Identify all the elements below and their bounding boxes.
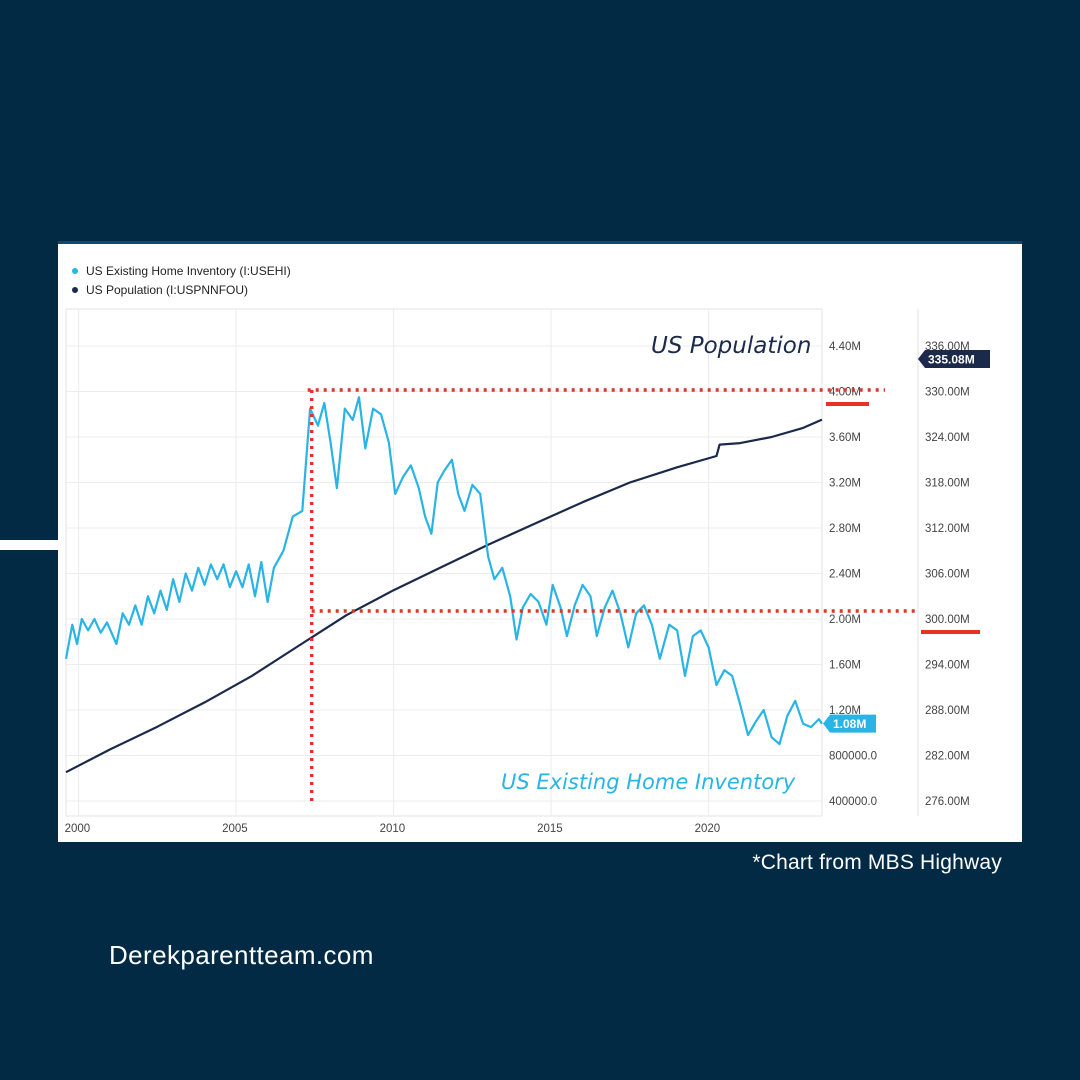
legend-label-inventory: US Existing Home Inventory (I:USEHI): [86, 263, 291, 278]
population-last-value-flag: [918, 350, 990, 368]
inventory-last-value-flag: [823, 714, 876, 733]
left-axis-tick-label: 3.60M: [829, 432, 861, 444]
website-url: Derekparentteam.com: [109, 940, 374, 970]
chart-card: US Existing Home Inventory (I:USEHI) US …: [58, 241, 1022, 842]
chart-plot: 4.40M4.00M3.60M3.20M2.80M2.40M2.00M1.60M…: [64, 308, 990, 835]
right-axis-tick-label: 282.00M: [925, 751, 970, 763]
right-axis-tick-label: 276.00M: [925, 796, 970, 808]
right-axis-tick-label: 318.00M: [925, 478, 970, 490]
x-axis-tick-label: 2005: [222, 823, 248, 835]
right-axis-tick-label: 300.00M: [925, 614, 970, 626]
inventory-annotation: US Existing Home Inventory: [501, 770, 796, 794]
legend-dot-population: [72, 286, 78, 293]
inventory-last-value-label: 1.08M: [833, 717, 866, 731]
left-axis-tick-label: 3.20M: [829, 478, 861, 490]
left-axis-tick-label: 2.40M: [829, 569, 861, 581]
right-axis-tick-label: 324.00M: [925, 432, 970, 444]
legend-item-population: US Population (I:USPNNFOU): [72, 280, 291, 299]
left-axis-tick-label: 400000.0: [829, 796, 877, 808]
left-axis-tick-label: 2.00M: [829, 614, 861, 626]
plot-border: [65, 308, 823, 817]
legend-item-inventory: US Existing Home Inventory (I:USEHI): [72, 261, 291, 280]
right-axis-tick-label: 288.00M: [925, 705, 970, 717]
legend-label-population: US Population (I:USPNNFOU): [86, 282, 249, 297]
inventory-series-line: [64, 396, 823, 746]
left-axis-tick-label: 1.60M: [829, 660, 861, 672]
population-annotation: US Population: [651, 333, 811, 359]
chart-legend: US Existing Home Inventory (I:USEHI) US …: [72, 261, 291, 299]
x-axis-tick-label: 2010: [380, 823, 406, 835]
population-last-value-label: 335.08M: [928, 353, 975, 367]
right-axis-tick-label: 306.00M: [925, 569, 970, 581]
right-axis-tick-label: 294.00M: [925, 660, 970, 672]
x-axis-tick-label: 2020: [695, 823, 721, 835]
legend-dot-inventory: [72, 267, 78, 274]
left-axis-tick-label: 1.20M: [829, 705, 861, 717]
left-axis-tick-label: 800000.0: [829, 751, 877, 763]
x-axis-tick-label: 2015: [537, 823, 563, 835]
right-axis-tick-label: 312.00M: [925, 523, 970, 535]
left-accent-bar: [0, 540, 58, 550]
chart-credit: *Chart from MBS Highway: [752, 851, 1002, 874]
x-axis-tick-label: 2000: [65, 823, 91, 835]
population-series-line: [65, 418, 823, 774]
left-axis-tick-label: 4.40M: [829, 341, 861, 353]
right-axis-tick-label: 330.00M: [925, 387, 970, 399]
left-axis-tick-label: 2.80M: [829, 523, 861, 535]
